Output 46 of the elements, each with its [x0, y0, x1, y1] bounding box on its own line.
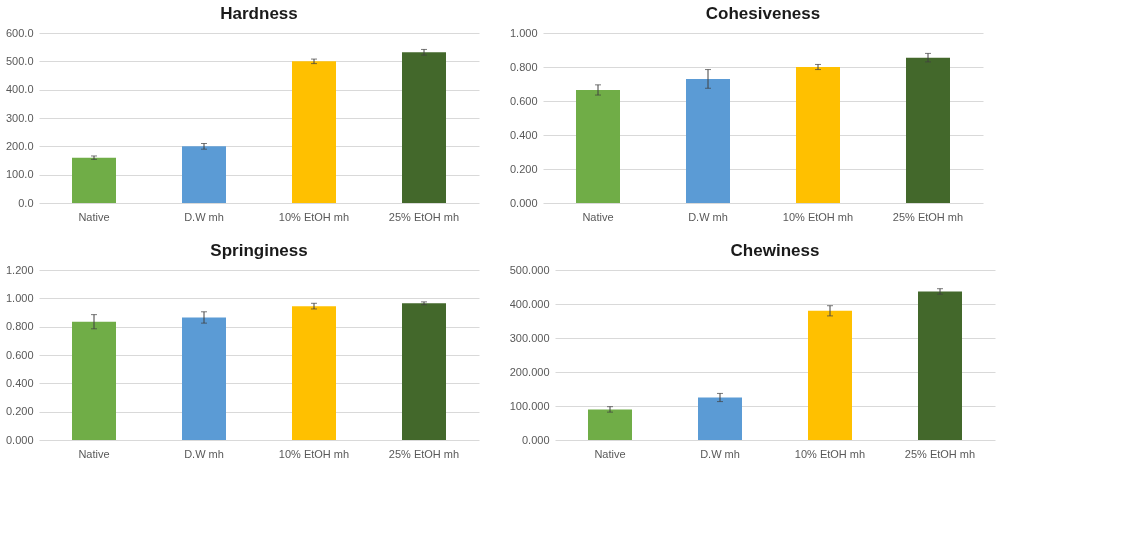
y-tick-label: 1.000: [5, 291, 34, 304]
y-tick-label: 0.000: [509, 196, 538, 209]
y-tick-label: 100.0: [5, 168, 34, 181]
y-tick-label: 0.600: [5, 348, 34, 361]
y-tick-label: 0.0: [18, 196, 34, 209]
y-tick-label: 500.0: [5, 54, 34, 67]
chart-title: Chewiness: [730, 241, 820, 260]
y-tick-label: 1.200: [5, 263, 34, 276]
x-tick-label: D.W mh: [184, 210, 224, 223]
y-tick-label: 0.000: [5, 433, 34, 446]
x-tick-label: 10% EtOH mh: [278, 210, 350, 223]
x-tick-label: D.W mh: [700, 447, 740, 460]
y-tick-label: 1.000: [509, 26, 538, 39]
x-tick-label: 25% EtOH mh: [388, 210, 460, 223]
x-tick-label: Native: [78, 210, 110, 223]
chart-title: Springiness: [210, 241, 308, 260]
y-tick-label: 0.800: [5, 320, 34, 333]
y-tick-label: 600.0: [5, 26, 34, 39]
y-tick-label: 500.000: [509, 263, 550, 276]
y-tick-label: 100.000: [509, 399, 550, 412]
y-tick-label: 200.000: [509, 365, 550, 378]
x-tick-label: D.W mh: [688, 210, 728, 223]
y-tick-label: 300.000: [509, 331, 550, 344]
chart-title: Hardness: [220, 4, 298, 23]
y-tick-label: 400.0: [5, 83, 34, 96]
x-tick-label: 10% EtOH mh: [794, 447, 866, 460]
y-tick-label: 400.000: [509, 297, 550, 310]
y-tick-label: 0.200: [5, 405, 34, 418]
y-tick-label: 0.200: [509, 162, 538, 175]
x-tick-label: 25% EtOH mh: [388, 447, 460, 460]
x-tick-label: 10% EtOH mh: [782, 210, 854, 223]
x-tick-label: Native: [78, 447, 110, 460]
x-tick-label: Native: [582, 210, 614, 223]
y-tick-label: 0.000: [521, 433, 550, 446]
x-tick-label: Native: [594, 447, 626, 460]
y-tick-label: 0.400: [509, 128, 538, 141]
x-tick-label: 25% EtOH mh: [892, 210, 964, 223]
y-tick-label: 300.0: [5, 111, 34, 124]
y-tick-label: 0.800: [509, 60, 538, 73]
y-tick-label: 0.600: [509, 94, 538, 107]
x-tick-label: D.W mh: [184, 447, 224, 460]
x-tick-label: 10% EtOH mh: [278, 447, 350, 460]
chart-title: Cohesiveness: [705, 4, 821, 23]
y-tick-label: 200.0: [5, 139, 34, 152]
y-tick-label: 0.400: [5, 376, 34, 389]
x-tick-label: 25% EtOH mh: [904, 447, 976, 460]
